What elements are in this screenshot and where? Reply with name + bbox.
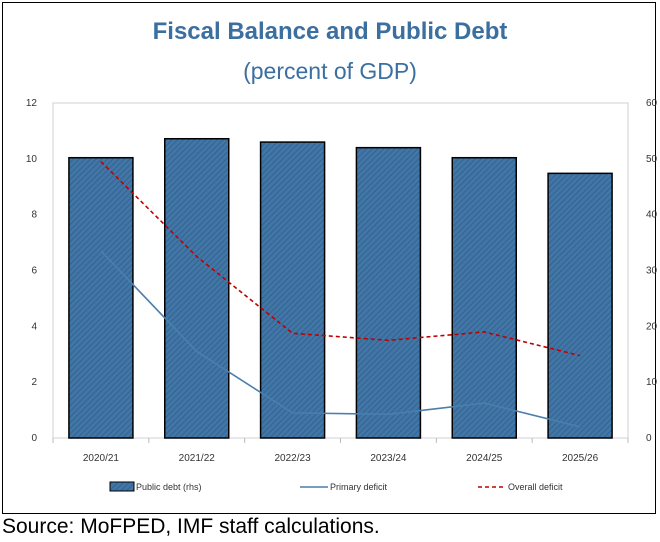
y-right-tick-label: 50 — [646, 154, 658, 165]
y-left-tick-label: 0 — [31, 433, 37, 444]
bar-public-debt — [355, 146, 422, 439]
chart-plot: 0 2 4 6 8 10 12 0 10 20 30 40 50 60 2020/21 2021/22 2022… — [26, 98, 658, 492]
x-tick-label: 2023/24 — [370, 453, 407, 464]
line-primary-deficit — [100, 250, 581, 428]
x-tick-label: 2020/21 — [83, 453, 120, 464]
y-right-tick-label: 40 — [646, 210, 658, 221]
y-left-tick-label: 12 — [26, 98, 38, 109]
legend-swatch-public-debt — [109, 481, 135, 492]
bar-public-debt — [451, 156, 517, 439]
bar-public-debt — [259, 141, 326, 439]
y-left-tick-label: 4 — [31, 321, 37, 332]
x-tick-label: 2025/26 — [562, 453, 599, 464]
bar-public-debt — [68, 156, 134, 439]
chart-subtitle: (percent of GDP) — [243, 58, 417, 84]
y-right-tick-label: 20 — [646, 321, 658, 332]
line-overall-deficit — [100, 161, 581, 357]
legend-label-public-debt: Public debt (rhs) — [136, 482, 202, 492]
y-right-tick-label: 0 — [646, 433, 652, 444]
y-right-tick-label: 30 — [646, 266, 658, 277]
x-tick-label: 2024/25 — [466, 453, 503, 464]
bar-public-debt — [164, 137, 230, 439]
plot-area-border — [52, 102, 629, 439]
bar-public-debt — [547, 172, 613, 439]
legend-label-overall-deficit: Overall deficit — [508, 482, 563, 492]
y-left-tick-label: 8 — [31, 210, 37, 221]
y-right-tick-label: 60 — [646, 98, 658, 109]
x-tick-label: 2021/22 — [179, 453, 216, 464]
chart-title: Fiscal Balance and Public Debt — [152, 18, 508, 45]
x-tick-label: 2022/23 — [275, 453, 312, 464]
y-right-tick-label: 10 — [646, 377, 658, 388]
y-left-tick-label: 2 — [31, 377, 37, 388]
legend-label-primary-deficit: Primary deficit — [330, 482, 388, 492]
y-left-tick-label: 6 — [31, 266, 37, 277]
source-note: Source: MoFPED, IMF staff calculations. — [2, 515, 380, 538]
y-left-tick-label: 10 — [26, 154, 38, 165]
